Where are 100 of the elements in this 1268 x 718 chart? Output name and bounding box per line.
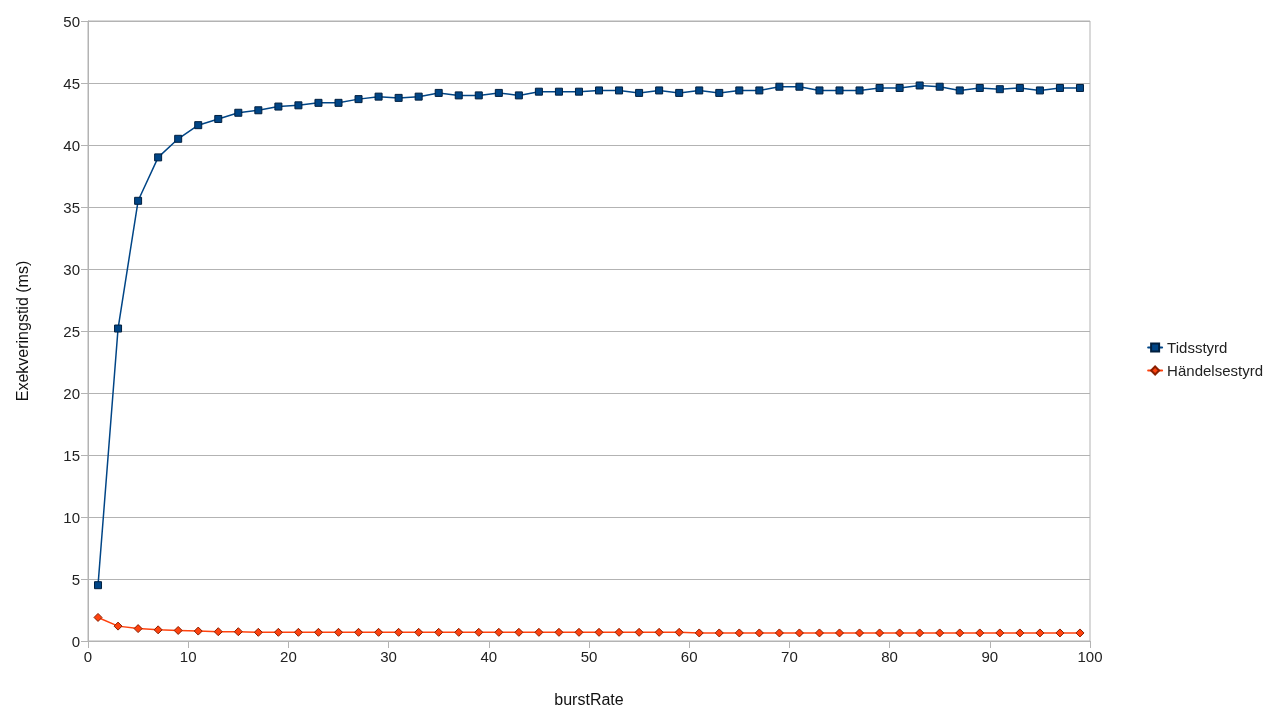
point	[754, 628, 764, 638]
y-tick-label: 15	[63, 446, 80, 464]
y-tick-label: 40	[63, 136, 80, 154]
point	[714, 628, 724, 638]
point	[174, 134, 183, 143]
point	[794, 628, 804, 638]
x-tick-label: 20	[280, 648, 297, 665]
point	[735, 86, 744, 95]
point	[113, 621, 123, 631]
point	[715, 88, 724, 97]
x-tick-label: 10	[179, 648, 197, 665]
legend-label: Tidsstyrd	[1167, 339, 1228, 356]
point	[915, 81, 924, 90]
y-tick-label: 20	[63, 384, 80, 402]
point	[114, 324, 123, 333]
point	[895, 83, 904, 92]
point	[815, 86, 824, 95]
point	[635, 88, 644, 97]
point	[995, 85, 1004, 94]
point	[594, 627, 604, 637]
y-tick-label: 35	[63, 198, 80, 216]
point	[414, 92, 423, 101]
point	[93, 612, 103, 622]
point	[313, 627, 323, 637]
point	[955, 86, 964, 95]
point	[154, 153, 163, 162]
point	[354, 627, 364, 637]
point	[855, 86, 864, 95]
point	[955, 628, 965, 638]
point	[835, 86, 844, 95]
point	[314, 98, 323, 107]
point	[233, 627, 243, 637]
point	[293, 627, 303, 637]
point	[774, 628, 784, 638]
point	[895, 628, 905, 638]
point	[975, 628, 985, 638]
point	[554, 87, 563, 96]
x-tick-label: 40	[480, 648, 498, 665]
x-axis-title: burstRate	[554, 690, 624, 708]
point	[534, 87, 543, 96]
point	[935, 82, 944, 91]
point	[935, 628, 945, 638]
point	[153, 625, 163, 635]
point	[634, 627, 644, 637]
point	[655, 86, 664, 95]
point	[814, 628, 824, 638]
x-tick-label: 60	[680, 648, 698, 665]
point	[494, 627, 504, 637]
point	[554, 627, 564, 637]
point	[253, 627, 263, 637]
y-tick-label: 50	[63, 12, 80, 30]
point	[94, 581, 103, 590]
point	[194, 121, 203, 130]
point	[734, 628, 744, 638]
point	[354, 95, 363, 104]
point	[234, 108, 243, 117]
point	[1075, 628, 1085, 638]
point	[334, 627, 343, 637]
y-tick-label: 30	[63, 260, 80, 278]
point	[875, 83, 884, 92]
point	[474, 627, 484, 637]
point	[1015, 628, 1025, 638]
point	[454, 627, 464, 637]
point	[875, 628, 885, 638]
point	[694, 628, 704, 638]
point	[133, 624, 143, 634]
point	[1035, 628, 1045, 638]
point	[1055, 628, 1065, 638]
point	[574, 627, 584, 637]
point	[595, 86, 604, 95]
point	[615, 86, 624, 95]
point	[915, 628, 925, 638]
point	[695, 86, 704, 95]
point	[614, 627, 624, 637]
point	[995, 628, 1005, 638]
y-tick-label: 45	[63, 74, 80, 92]
y-tick-label: 5	[71, 570, 80, 588]
point	[835, 628, 844, 638]
point	[494, 88, 503, 97]
point	[755, 86, 764, 95]
point	[414, 627, 424, 637]
point	[975, 83, 984, 92]
point	[675, 88, 684, 97]
point	[1015, 83, 1024, 92]
point	[273, 627, 283, 637]
point	[1075, 83, 1084, 92]
point	[654, 627, 664, 637]
point	[674, 627, 684, 637]
point	[394, 627, 404, 637]
x-tick-label: 70	[781, 648, 798, 665]
x-tick-label: 100	[1077, 648, 1103, 665]
point	[334, 98, 343, 107]
point	[795, 82, 804, 91]
y-tick-label: 25	[63, 322, 80, 340]
point	[1035, 86, 1044, 95]
point	[374, 92, 383, 101]
point	[775, 82, 784, 91]
point	[173, 625, 183, 635]
point	[134, 196, 143, 205]
point	[213, 627, 223, 637]
